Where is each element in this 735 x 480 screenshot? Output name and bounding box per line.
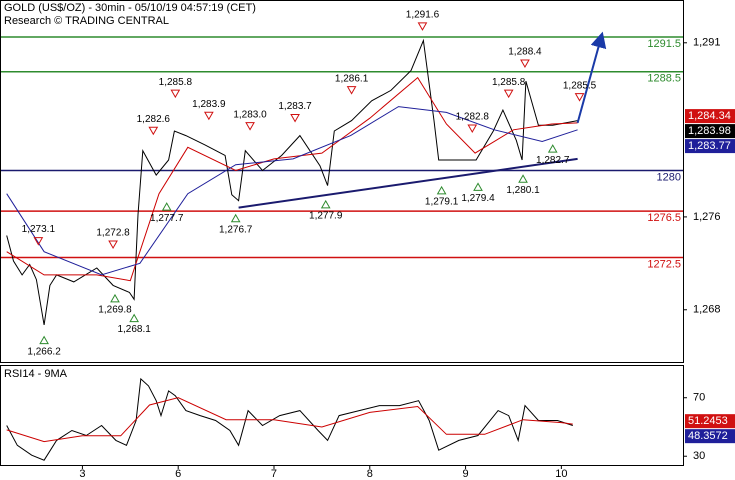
low-label: 1,277.9: [309, 210, 343, 221]
high-marker: [148, 126, 159, 136]
level-label: 1280: [657, 171, 681, 183]
low-marker: [129, 313, 140, 323]
high-label: 1,272.8: [96, 228, 130, 239]
low-label: 1,279.1: [425, 197, 459, 208]
low-label: 1,282.7: [536, 155, 570, 166]
low-label: 1,279.4: [461, 193, 495, 204]
price-panel: [0, 0, 684, 363]
high-label: 1,285.8: [492, 77, 526, 88]
high-marker: [170, 89, 181, 99]
y-tick-label: 1,276: [693, 211, 721, 223]
series-line: [6, 397, 573, 443]
low-marker: [110, 293, 120, 303]
low-marker: [436, 185, 447, 195]
high-marker: [203, 111, 214, 121]
low-marker: [39, 335, 49, 345]
high-marker: [417, 22, 428, 31]
low-label: 1,266.2: [27, 346, 61, 357]
low-marker: [230, 213, 241, 223]
price-tag: [685, 109, 735, 124]
high-marker: [346, 86, 357, 95]
x-tick-label: 6: [175, 468, 181, 480]
x-tick-label: 8: [367, 468, 373, 480]
price-tag-label: 51.2453: [688, 415, 728, 427]
price-tag-label: 1,283.77: [688, 140, 731, 152]
low-marker: [161, 202, 172, 211]
low-label: 1,276.7: [219, 224, 253, 235]
high-label: 1,286.1: [335, 73, 369, 84]
y-tick-label: 1,268: [693, 304, 721, 316]
low-label: 1,280.1: [506, 185, 540, 196]
projection-arrow: [576, 31, 607, 124]
chart-subtitle: Research © TRADING CENTRAL: [4, 15, 169, 27]
high-marker: [108, 240, 118, 250]
level-label: 1288.5: [647, 73, 681, 85]
series-line: [6, 76, 578, 282]
high-label: 1,282.8: [456, 112, 490, 123]
high-label: 1,285.5: [563, 80, 597, 91]
high-label: 1,285.8: [159, 77, 193, 88]
price-tag: [685, 429, 735, 444]
low-label: 1,269.8: [98, 305, 132, 316]
x-tick-label: 10: [555, 468, 567, 480]
level-label: 1272.5: [647, 258, 681, 270]
rsi-panel: [0, 365, 684, 466]
y-tick-label: 30: [693, 450, 705, 462]
series-line: [6, 106, 578, 276]
low-label: 1,277.7: [150, 213, 184, 224]
price-tag: [685, 414, 735, 429]
high-label: 1,283.0: [233, 109, 267, 120]
level-label: 1276.5: [647, 212, 681, 224]
price-tag-label: 1,283.98: [688, 125, 731, 137]
high-marker: [467, 124, 478, 133]
high-marker: [245, 122, 255, 131]
high-label: 1,288.4: [508, 47, 542, 58]
high-marker: [290, 114, 300, 123]
high-marker: [503, 89, 514, 99]
y-tick-label: 1,291: [693, 37, 721, 49]
y-tick-label: 70: [693, 392, 705, 404]
price-tag-label: 48.3572: [688, 430, 728, 442]
high-marker: [574, 93, 585, 102]
x-tick-label: 7: [271, 468, 277, 480]
high-label: 1,283.7: [278, 101, 312, 112]
high-marker: [520, 59, 530, 68]
level-label: 1291.5: [647, 38, 681, 50]
rsi-title: RSI14 - 9MA: [4, 368, 68, 380]
high-label: 1,273.1: [22, 224, 56, 235]
chart-title: GOLD (US$/OZ) - 30min - 05/10/19 04:57:1…: [4, 2, 256, 14]
trend-line: [238, 157, 578, 209]
series-line: [6, 38, 578, 325]
x-tick-label: 9: [463, 468, 469, 480]
price-tag: [685, 124, 735, 139]
low-marker: [547, 144, 558, 153]
high-marker: [33, 237, 44, 246]
low-label: 1,268.1: [117, 324, 151, 335]
high-label: 1,291.6: [406, 9, 440, 20]
low-marker: [518, 174, 528, 183]
price-tag: [685, 139, 735, 154]
low-marker: [473, 182, 483, 191]
high-label: 1,283.9: [192, 99, 226, 110]
series-line: [6, 377, 573, 461]
price-tag-label: 1,284.34: [688, 110, 731, 122]
x-tick-label: 3: [79, 468, 85, 480]
low-marker: [320, 199, 331, 209]
high-label: 1,282.6: [137, 114, 171, 125]
